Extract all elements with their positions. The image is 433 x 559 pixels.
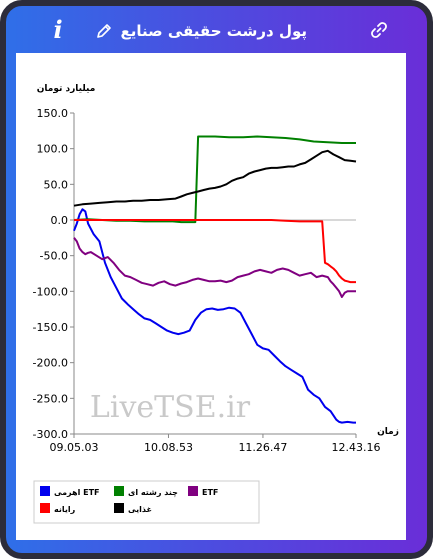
x-tick-label: 09.05.03 [50,441,99,454]
legend-swatch [114,503,124,513]
series-line-3 [74,219,356,284]
legend-swatch [40,486,50,496]
x-axis-label: زمان [377,427,399,437]
chart-series [73,135,357,424]
y-tick-label: -100.0 [33,285,68,298]
legend-label: اهرمی ETF [54,488,99,497]
legend-swatch [114,486,124,496]
watermark-text: LiveTSE.ir [90,390,251,425]
legend-swatch [188,486,198,496]
title-group: پول درشت حقیقی صنایع [96,20,307,42]
info-icon[interactable]: i [53,15,63,44]
y-axis-label: میلیارد تومان [37,84,96,94]
chart-panel: LiveTSE.ir 150.0 100.0 50.0 0.0 -50.0 -100.0 -… [16,53,406,540]
legend-label: غذایی [128,505,152,514]
y-tick-label: -150.0 [33,321,68,334]
legend: اهرمی ETF چند رشته ای ETF رایانه غذایی [40,486,218,514]
legend-box [33,480,260,524]
y-tick-label: 50.0 [44,178,69,191]
x-tick-label: 12.43.16 [332,441,381,454]
y-tick-label: -200.0 [33,357,68,370]
y-tick-label: 0.0 [51,214,69,227]
line-chart: LiveTSE.ir 150.0 100.0 50.0 0.0 -50.0 -100.0 -… [33,84,399,524]
legend-label: رایانه [54,505,76,514]
legend-label: ETF [202,488,218,497]
x-tick-label: 10.08.53 [144,441,193,454]
series-line-1 [73,135,356,224]
x-tick-label: 11.26.47 [238,441,287,454]
series-line-2 [73,237,356,298]
y-tick-label: -300.0 [33,428,68,441]
link-icon[interactable] [369,20,389,40]
y-tick-label: 100.0 [37,143,69,156]
y-tick-label: -250.0 [33,392,68,405]
series-line-4 [73,149,357,207]
y-tick-label: -50.0 [40,250,68,263]
series-line-0 [73,208,356,424]
legend-label: چند رشته ای [128,488,178,497]
legend-swatch [40,503,50,513]
header-bar: i پول درشت حقیقی صنایع [6,6,427,54]
page-title: پول درشت حقیقی صنایع [120,22,307,40]
pencil-icon[interactable] [96,23,112,39]
y-tick-label: 150.0 [37,107,69,120]
